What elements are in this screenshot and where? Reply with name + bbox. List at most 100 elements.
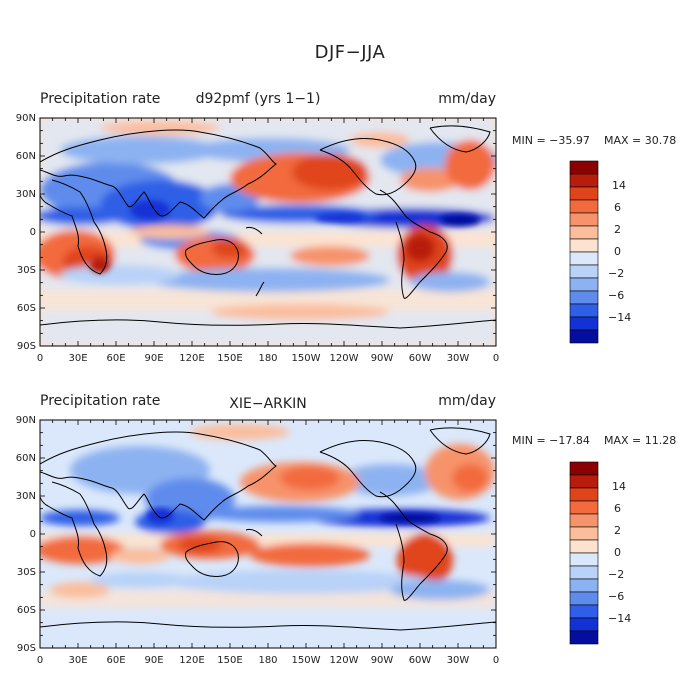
colorbar-label: 6 [614, 201, 621, 214]
colorbar-label: −2 [608, 267, 624, 280]
lon-label: 150E [217, 353, 242, 364]
colorbar-label: 14 [612, 480, 626, 493]
max-label: MAX = 11.28 [604, 434, 676, 447]
panel-variable-title: Precipitation rate [40, 91, 160, 107]
lat-axis-labels: 90N 60N 30N 0 30S 60S 90S [16, 113, 36, 352]
lon-label: 30E [68, 655, 87, 666]
lon-label: 30W [447, 655, 470, 666]
coastlines [40, 125, 496, 329]
lon-label: 90W [371, 655, 394, 666]
colorbar-swatch [569, 264, 599, 279]
panel-units: mm/day [438, 393, 496, 409]
lat-label: 30N [16, 491, 36, 502]
colorbar-swatch [569, 329, 599, 344]
colorbar-swatch [569, 552, 599, 567]
colorbar-swatch [569, 316, 599, 331]
colorbar-labels: 14 6 2 0 −2 −6 −14 [608, 179, 631, 324]
colorbar-label: 0 [614, 546, 621, 559]
axis-ticks [39, 419, 497, 649]
lon-label: 0 [493, 655, 499, 666]
colorbar [569, 160, 599, 344]
lat-label: 60N [16, 453, 36, 464]
colorbar-swatch [569, 290, 599, 305]
colorbar-swatch [569, 212, 599, 227]
lon-label: 0 [493, 353, 499, 364]
lon-label: 60E [106, 353, 125, 364]
lat-label: 90S [17, 643, 36, 654]
colorbar-swatch [569, 513, 599, 528]
colorbar-swatch [569, 277, 599, 292]
lat-label: 60S [17, 605, 36, 616]
colorbar-swatch [569, 565, 599, 580]
colorbar-swatch [569, 173, 599, 188]
colorbar-swatch [569, 526, 599, 541]
colorbar-swatch [569, 474, 599, 489]
lon-label: 0 [37, 655, 43, 666]
colorbar-swatch [569, 186, 599, 201]
lon-axis-labels: 0 30E 60E 90E 120E 150E 180 150W 120W 90… [37, 655, 499, 666]
colorbar-swatch [569, 160, 599, 175]
colorbar-labels: 14 6 2 0 −2 −6 −14 [608, 480, 631, 625]
colorbar [569, 461, 599, 645]
lon-label: 150W [292, 655, 321, 666]
panel-observed: Precipitation rate XIE−ARKIN mm/day [16, 393, 676, 666]
colorbar-label: 6 [614, 502, 621, 515]
min-label: MIN = −35.97 [512, 134, 590, 147]
lon-label: 120E [179, 655, 204, 666]
lat-label: 0 [30, 529, 36, 540]
lon-label: 60E [106, 655, 125, 666]
colorbar-label: −14 [608, 612, 631, 625]
colorbar-label: −2 [608, 568, 624, 581]
lat-label: 90N [16, 415, 36, 426]
lat-label: 30S [17, 265, 36, 276]
colorbar-swatch [569, 303, 599, 318]
lat-axis-labels: 90N 60N 30N 0 30S 60S 90S [16, 415, 36, 654]
min-label: MIN = −17.84 [512, 434, 590, 447]
panel-dataset-title: XIE−ARKIN [229, 396, 306, 412]
lat-label: 0 [30, 227, 36, 238]
lon-label: 90E [144, 353, 163, 364]
colorbar-label: 14 [612, 179, 626, 192]
lon-label: 120E [179, 353, 204, 364]
lat-label: 30N [16, 189, 36, 200]
colorbar-label: 2 [614, 223, 621, 236]
lon-label: 60W [409, 655, 432, 666]
lon-label: 0 [37, 353, 43, 364]
lon-label: 120W [330, 353, 359, 364]
panel-dataset-title: d92pmf (yrs 1−1) [196, 91, 321, 107]
lat-label: 60N [16, 151, 36, 162]
lon-label: 150E [217, 655, 242, 666]
colorbar-swatch [569, 487, 599, 502]
colorbar-swatch [569, 604, 599, 619]
panel-model: Precipitation rate d92pmf (yrs 1−1) mm/d… [16, 91, 676, 364]
colorbar-swatch [569, 500, 599, 515]
colorbar-swatch [569, 539, 599, 554]
colorbar-swatch [569, 617, 599, 632]
colorbar-swatch [569, 461, 599, 476]
lat-label: 90S [17, 341, 36, 352]
colorbar-swatch [569, 199, 599, 214]
lon-label: 180 [258, 655, 277, 666]
max-label: MAX = 30.78 [604, 134, 676, 147]
lon-label: 90E [144, 655, 163, 666]
lat-label: 90N [16, 113, 36, 124]
lat-label: 60S [17, 303, 36, 314]
lon-label: 180 [258, 353, 277, 364]
lon-label: 30E [68, 353, 87, 364]
colorbar-label: −6 [608, 590, 624, 603]
precipitation-difference-field [40, 420, 496, 648]
axis-ticks [39, 117, 497, 347]
lon-label: 120W [330, 655, 359, 666]
colorbar-swatch [569, 238, 599, 253]
lon-label: 30W [447, 353, 470, 364]
colorbar-label: −14 [608, 311, 631, 324]
lon-label: 90W [371, 353, 394, 364]
colorbar-swatch [569, 578, 599, 593]
colorbar-swatch [569, 225, 599, 240]
lat-label: 30S [17, 567, 36, 578]
panel-variable-title: Precipitation rate [40, 393, 160, 409]
lon-axis-labels: 0 30E 60E 90E 120E 150E 180 150W 120W 90… [37, 353, 499, 364]
colorbar-label: −6 [608, 289, 624, 302]
colorbar-label: 0 [614, 245, 621, 258]
